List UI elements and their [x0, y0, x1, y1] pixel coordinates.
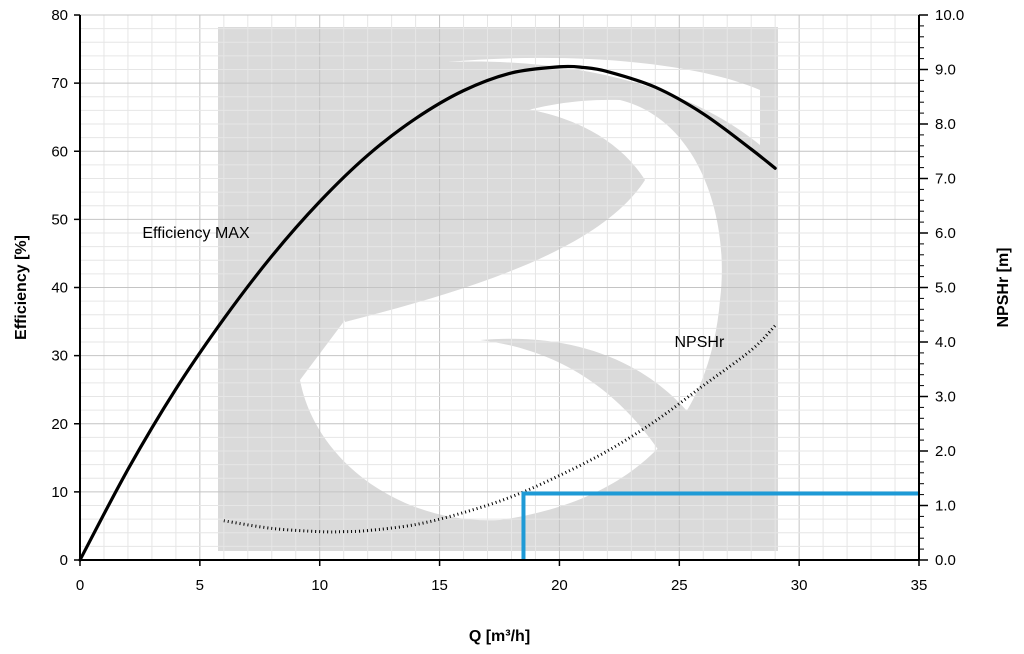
y-right-tick-label: 9.0 — [935, 62, 956, 79]
x-tick-label: 20 — [551, 577, 568, 594]
y-right-tick-label: 2.0 — [935, 443, 956, 460]
x-tick-label: 10 — [311, 577, 328, 594]
x-tick-label: 25 — [671, 577, 688, 594]
y-right-tick-label: 8.0 — [935, 116, 956, 133]
x-tick-label: 30 — [791, 577, 808, 594]
annotation-label: NPSHr — [674, 334, 724, 351]
watermark-swoosh — [341, 104, 645, 322]
y-right-tick-label: 5.0 — [935, 280, 956, 297]
y-left-tick-label: 80 — [51, 7, 68, 24]
axes — [74, 14, 928, 566]
x-tick-label: 0 — [76, 577, 84, 594]
labels: 0 5 10 15 20 25 30 35 0 10 20 30 40 50 60 70 80 0.0 1.0 2.0… — [13, 7, 1012, 645]
x-axis-title: Q [m³/h] — [469, 628, 530, 645]
y-left-tick-label: 60 — [51, 143, 68, 160]
series-layer — [78, 64, 777, 562]
y-left-tick-label: 50 — [51, 211, 68, 228]
watermark-arc — [448, 57, 760, 145]
annotation-label: Efficiency MAX — [142, 225, 250, 242]
x-tick-label: 5 — [196, 577, 204, 594]
y-left-tick-label: 0 — [60, 552, 68, 569]
y-right-axis-title: NPSHr [m] — [995, 247, 1012, 327]
watermark-tail — [480, 338, 720, 460]
series-line-efficiency — [78, 64, 777, 562]
y-left-tick-label: 40 — [51, 280, 68, 297]
reference-line — [521, 491, 919, 560]
y-left-tick-label: 30 — [51, 348, 68, 365]
grid — [79, 14, 920, 561]
y-left-tick-label: 70 — [51, 75, 68, 92]
y-right-tick-label: 7.0 — [935, 171, 956, 188]
y-right-tick-label: 1.0 — [935, 498, 956, 515]
y-right-tick-label: 3.0 — [935, 389, 956, 406]
y-left-tick-label: 10 — [51, 484, 68, 501]
x-tick-label: 35 — [911, 577, 928, 594]
reference-lines — [521, 491, 919, 560]
y-right-tick-label: 0.0 — [935, 552, 956, 569]
y-right-tick-label: 4.0 — [935, 334, 956, 351]
x-tick-label: 15 — [431, 577, 448, 594]
y-left-tick-label: 20 — [51, 416, 68, 433]
y-left-axis-title: Efficiency [%] — [13, 235, 30, 340]
y-right-tick-label: 6.0 — [935, 225, 956, 242]
brand-logo-watermark — [218, 27, 778, 551]
y-right-tick-label: 10.0 — [935, 7, 964, 24]
